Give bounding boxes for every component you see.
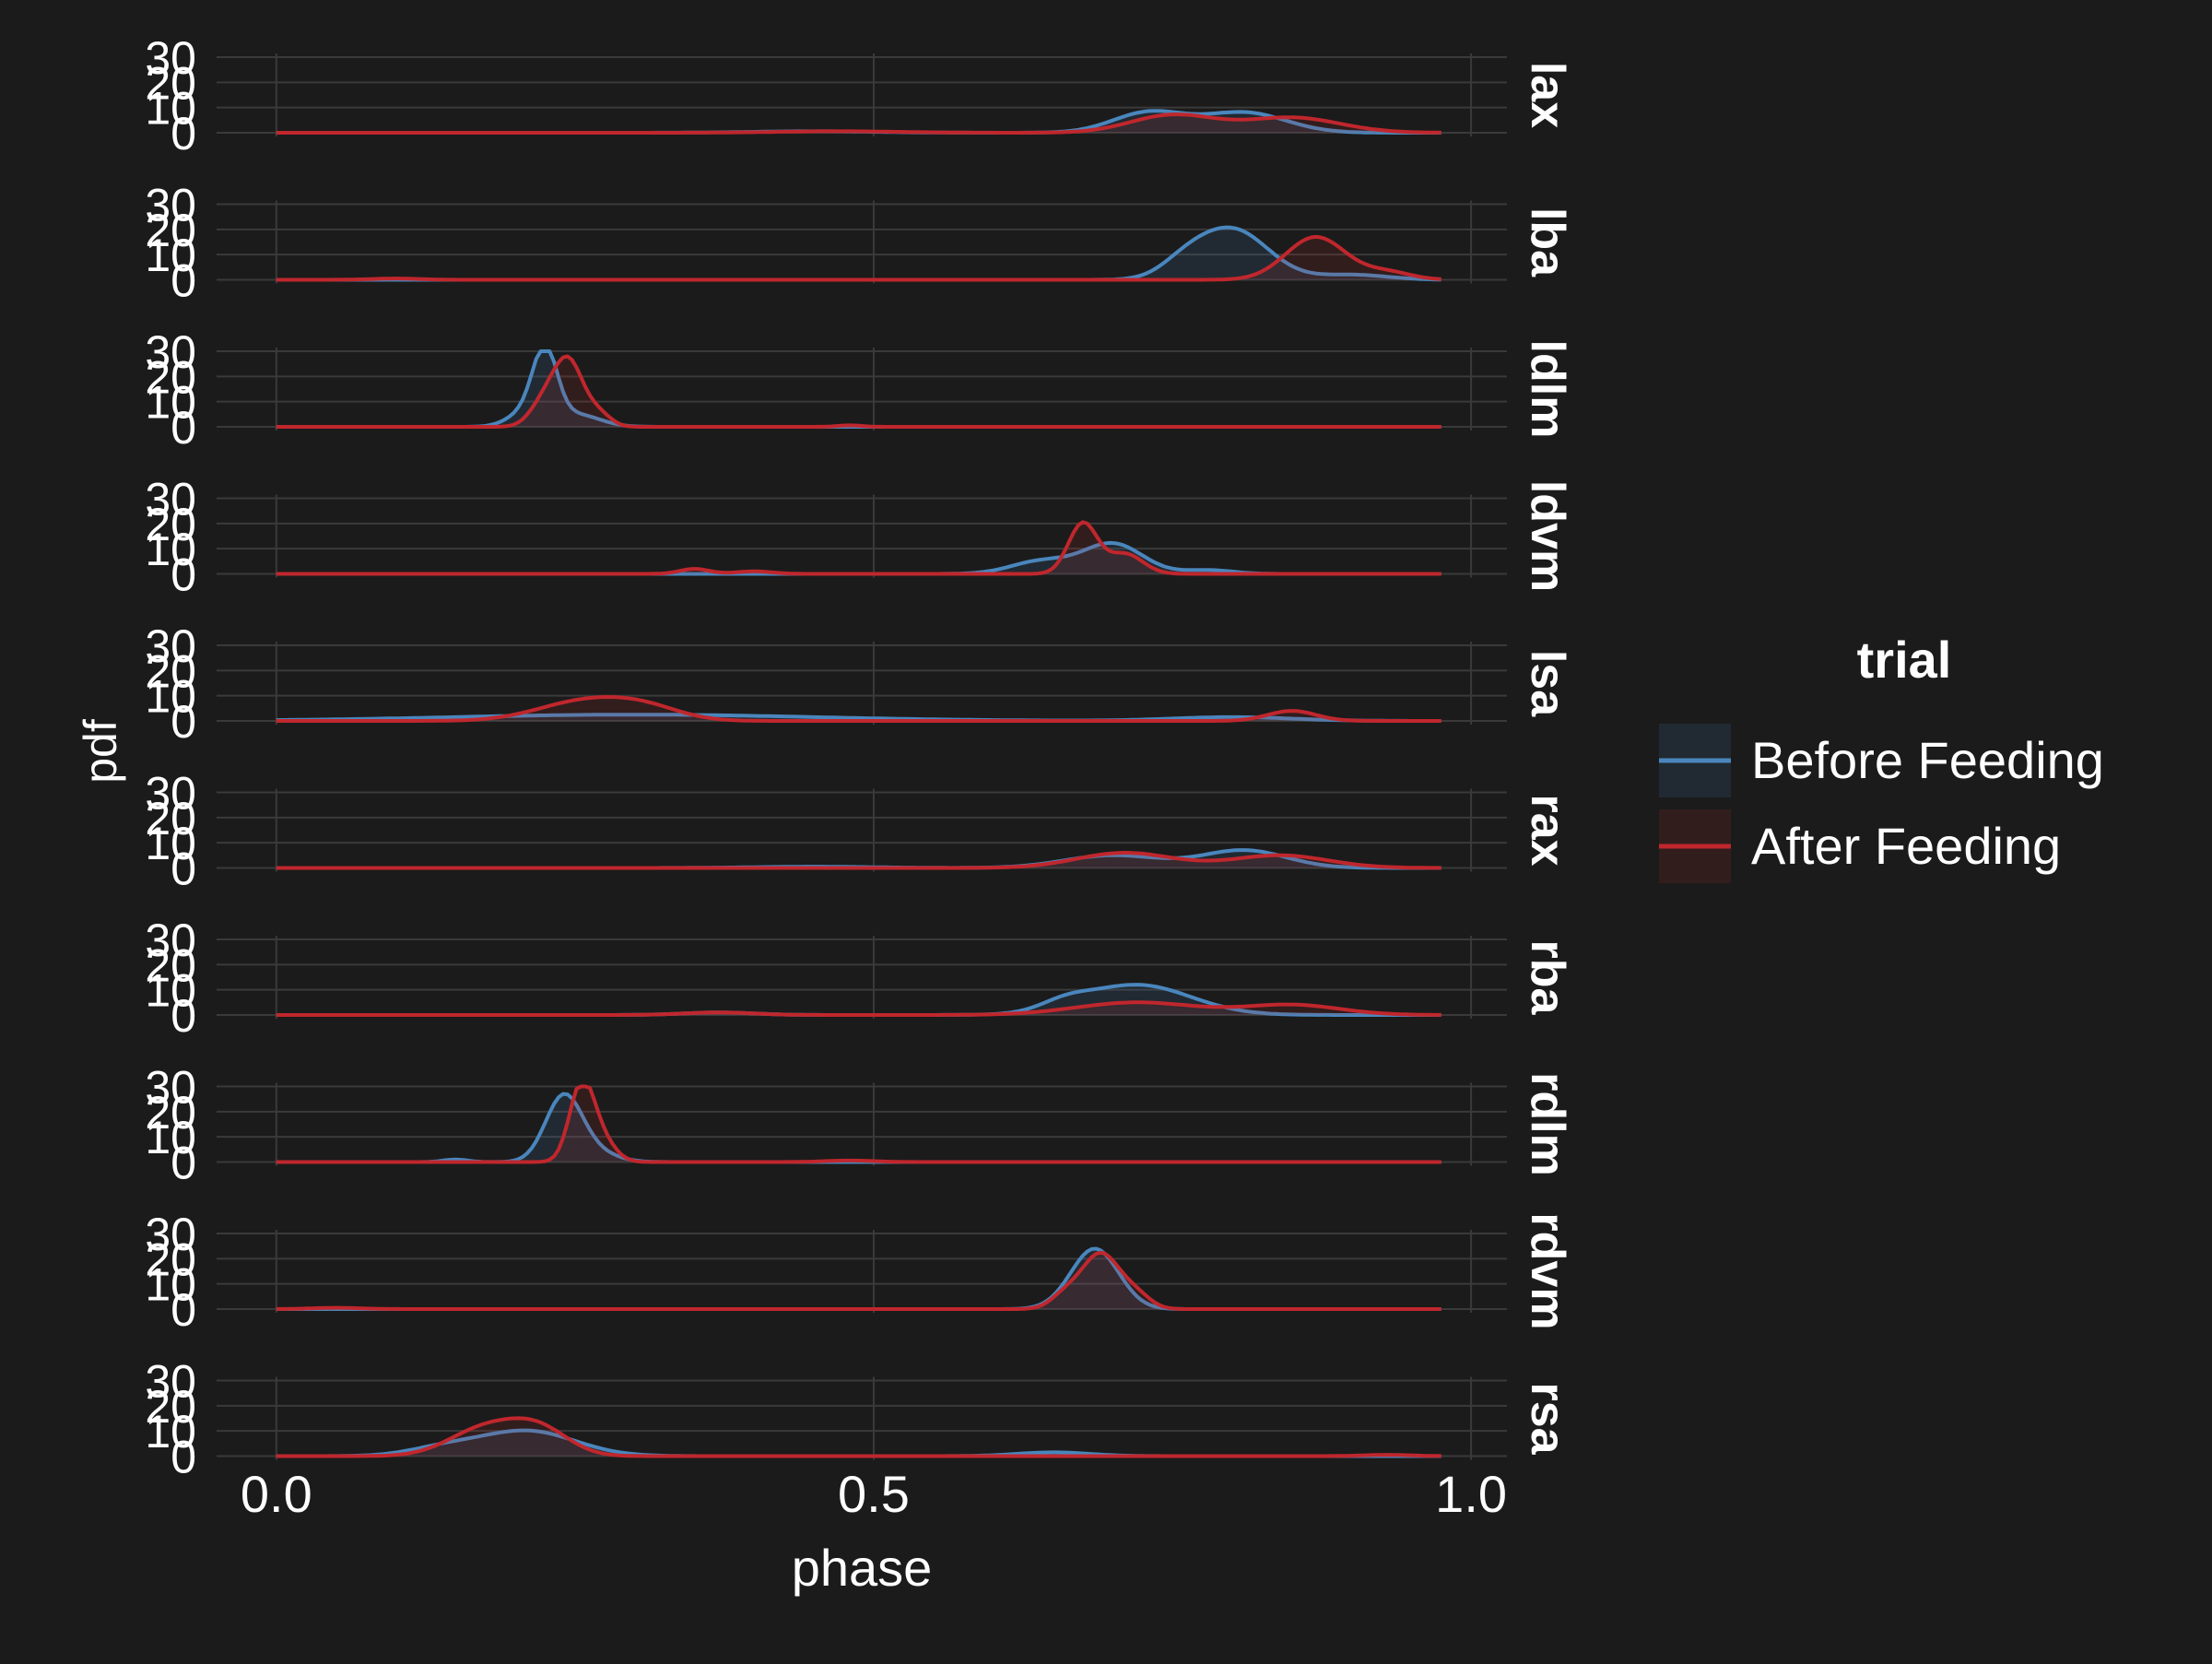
density-line-after-feeding xyxy=(276,851,1441,870)
density-area-before-feeding xyxy=(276,1093,1441,1162)
y-tick-label: 20 xyxy=(145,57,196,109)
density-line-before-feeding xyxy=(276,713,1441,723)
facet-strip-label: rsa xyxy=(1521,1382,1574,1455)
y-tick-label: 30 xyxy=(145,620,196,672)
y-tick-label: 10 xyxy=(145,818,196,869)
density-area-after-feeding xyxy=(276,1002,1441,1015)
legend-item-before-feeding: Before Feeding xyxy=(1659,724,2104,797)
x-tick-label: 1.0 xyxy=(1435,1465,1507,1523)
density-area-before-feeding xyxy=(276,850,1441,868)
y-tick-label: 20 xyxy=(145,1233,196,1285)
y-tick-label: 0 xyxy=(171,255,196,307)
density-line-after-feeding xyxy=(276,354,1441,429)
y-tick-label: 10 xyxy=(145,1259,196,1311)
x-axis: 0.0 0.5 1.0 xyxy=(241,1465,1507,1523)
legend: trial Before Feeding After Feeding xyxy=(1659,631,2104,883)
y-tick-label: 0 xyxy=(171,549,196,601)
density-area-after-feeding xyxy=(276,1086,1441,1162)
density-line-after-feeding xyxy=(276,1084,1441,1164)
y-tick-label: 30 xyxy=(145,32,196,84)
density-line-after-feeding xyxy=(276,1000,1441,1017)
density-area-after-feeding xyxy=(276,356,1441,427)
y-tick-label: 30 xyxy=(145,915,196,966)
y-tick-label: 10 xyxy=(145,671,196,723)
y-tick-label: 30 xyxy=(145,1062,196,1114)
y-tick-label: 30 xyxy=(145,768,196,820)
y-tick-label: 10 xyxy=(145,83,196,135)
y-tick-label: 20 xyxy=(145,793,196,844)
facet-strip-label: rax xyxy=(1521,794,1574,866)
x-tick-label: 0.0 xyxy=(241,1465,312,1523)
facet-strip-label: lax xyxy=(1521,62,1574,128)
y-tick-label: 0 xyxy=(171,1432,196,1483)
y-tick-label: 0 xyxy=(171,990,196,1042)
density-area-after-feeding xyxy=(276,1418,1441,1457)
y-tick-label: 10 xyxy=(145,1112,196,1163)
y-tick-label: 20 xyxy=(145,1381,196,1433)
facet-strip-label: ldvm xyxy=(1521,480,1574,592)
y-tick-label: 10 xyxy=(145,1406,196,1457)
y-tick-label: 30 xyxy=(145,1209,196,1260)
facet-strip-label: lba xyxy=(1521,207,1574,277)
y-tick-label: 20 xyxy=(145,645,196,697)
x-tick-label: 0.5 xyxy=(838,1465,910,1523)
y-axis-title: pdf xyxy=(75,719,126,784)
facet-strip-label: rba xyxy=(1521,940,1574,1016)
facet-strip-label: rdvm xyxy=(1521,1212,1574,1329)
density-line-after-feeding xyxy=(276,695,1441,723)
legend-label: After Feeding xyxy=(1751,817,2061,875)
y-tick-label: 0 xyxy=(171,1284,196,1336)
y-tick-label: 0 xyxy=(171,108,196,159)
density-area-before-feeding xyxy=(276,1430,1441,1457)
density-line-after-feeding xyxy=(276,1416,1441,1458)
y-tick-label: 20 xyxy=(145,1087,196,1139)
facet-strip-label: lsa xyxy=(1521,650,1574,717)
legend-label: Before Feeding xyxy=(1751,731,2104,789)
legend-item-after-feeding: After Feeding xyxy=(1659,809,2061,883)
y-tick-label: 20 xyxy=(145,499,196,550)
legend-items: Before Feeding After Feeding xyxy=(1659,724,2104,883)
y-tick-label: 20 xyxy=(145,205,196,256)
density-line-after-feeding xyxy=(276,234,1441,282)
y-tick-label: 30 xyxy=(145,180,196,231)
y-tick-label: 20 xyxy=(145,939,196,991)
y-tick-label: 10 xyxy=(145,965,196,1017)
y-tick-label: 0 xyxy=(171,1138,196,1189)
density-line-after-feeding xyxy=(276,1250,1441,1311)
y-tick-label: 20 xyxy=(145,351,196,403)
x-axis-title: phase xyxy=(792,1539,933,1597)
density-area-after-feeding xyxy=(276,236,1441,280)
y-tick-label: 10 xyxy=(145,524,196,575)
facet-strip-label: rdlm xyxy=(1521,1072,1574,1176)
density-line-after-feeding xyxy=(276,112,1441,135)
density-line-after-feeding xyxy=(276,520,1441,576)
legend-title: trial xyxy=(1857,631,1952,689)
y-tick-label: 0 xyxy=(171,402,196,454)
density-area-after-feeding xyxy=(276,853,1441,868)
y-tick-label: 0 xyxy=(171,844,196,895)
y-tick-label: 0 xyxy=(171,696,196,748)
density-area-before-feeding xyxy=(276,985,1441,1015)
y-tick-label: 30 xyxy=(145,1356,196,1408)
y-tick-label: 10 xyxy=(145,377,196,429)
facet-strip-label: ldlm xyxy=(1521,340,1574,439)
y-tick-label: 30 xyxy=(145,326,196,378)
y-tick-label: 10 xyxy=(145,230,196,281)
y-tick-label: 30 xyxy=(145,474,196,525)
density-area-before-feeding xyxy=(276,351,1441,427)
